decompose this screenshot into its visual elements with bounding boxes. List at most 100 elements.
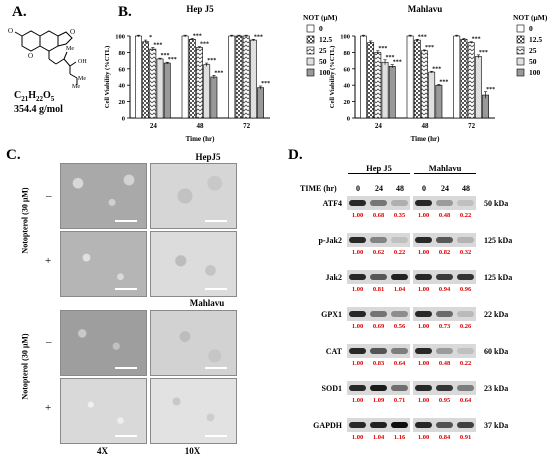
- blot-band: [370, 200, 387, 206]
- legend-title: NOT (μM): [513, 13, 548, 22]
- blot-row-label: ATF4: [322, 199, 342, 208]
- band-quantification: 1.00: [417, 212, 430, 219]
- scale-bar: [205, 435, 227, 437]
- blot-band: [436, 274, 453, 280]
- blot-band: [457, 274, 474, 280]
- blot-row-label: p-Jak2: [318, 236, 342, 245]
- significance-mark: ***: [425, 45, 434, 51]
- chart-title: Mahlavu: [408, 4, 443, 14]
- time-label: TIME (hr): [300, 184, 337, 193]
- bar: [460, 38, 468, 119]
- y-tick-label: 80: [119, 50, 126, 57]
- blot-band: [349, 237, 366, 243]
- band-quantification: 0.35: [393, 212, 406, 219]
- chart-title: Hep J5: [186, 4, 214, 14]
- x-tick-label: 72: [243, 122, 251, 130]
- treatment-label-hepj5: Notopterol (30 μM): [20, 187, 30, 254]
- band-quantification: 0.84: [438, 434, 451, 441]
- legend-label: 100: [319, 68, 331, 77]
- legend-swatch: [516, 24, 525, 33]
- blot-band: [436, 385, 453, 391]
- bar: [421, 50, 428, 119]
- legend-label: 50: [319, 57, 327, 66]
- atom-o-ring: O: [28, 52, 33, 60]
- bar: [360, 35, 367, 119]
- band-quantification: 0.26: [459, 323, 472, 330]
- blot-band: [415, 200, 432, 206]
- atom-me-1: Me: [66, 46, 74, 52]
- significance-mark: ***: [261, 81, 270, 87]
- bar: [413, 39, 421, 119]
- atom-oh: OH: [78, 59, 87, 65]
- micrograph-mahlavu-notopterol-4x: [60, 378, 147, 444]
- scale-bar: [205, 288, 227, 290]
- cell-line-hepj5: Hep J5: [348, 163, 410, 174]
- panel-d-letter: D.: [288, 147, 303, 163]
- blot-band: [415, 237, 432, 243]
- blot-band: [415, 422, 432, 428]
- blot-band: [391, 274, 408, 280]
- blot-band: [391, 200, 408, 206]
- band-quantification: 1.00: [417, 397, 430, 404]
- molecular-weight-marker: 60 kDa: [484, 347, 509, 356]
- blot-band: [391, 311, 408, 317]
- legend-swatch: [306, 68, 315, 77]
- minus-sign-mahlavu: –: [46, 336, 52, 348]
- blot-band: [457, 200, 474, 206]
- band-quantification: 1.00: [351, 397, 364, 404]
- legend-swatch: [516, 35, 525, 44]
- bar: [149, 48, 157, 119]
- legend-title: NOT (μM): [303, 13, 338, 22]
- blot-row-label: Jak2: [325, 273, 342, 282]
- blot-band: [457, 422, 474, 428]
- y-tick-label: 20: [344, 99, 351, 106]
- bar: [156, 58, 164, 119]
- band-quantification: 0.95: [438, 397, 451, 404]
- bar: [428, 71, 436, 119]
- blot-row-label: GAPDH: [313, 421, 342, 430]
- micrograph-hepj5-notopterol-10x: [150, 231, 237, 297]
- plus-sign-mahlavu: +: [45, 402, 52, 414]
- micrograph-mahlavu-control-10x: [150, 310, 237, 376]
- cell-line-mahlavu: Mahlavu: [414, 163, 476, 174]
- band-quantification: 0.22: [459, 360, 472, 367]
- bar: [367, 42, 375, 119]
- band-quantification: 1.00: [417, 434, 430, 441]
- molecular-weight-marker: 22 kDa: [484, 310, 509, 319]
- blot-row-label: SOD1: [321, 384, 342, 393]
- bar: [163, 62, 171, 119]
- micro-title-mahlavu: Mahlavu: [189, 298, 225, 308]
- significance-mark: ***: [432, 66, 441, 72]
- band-quantification: 1.00: [351, 323, 364, 330]
- blot-row-label: CAT: [325, 347, 342, 356]
- blot-band: [370, 385, 387, 391]
- blot-band: [391, 422, 408, 428]
- blot-row-label: GPX1: [321, 310, 342, 319]
- band-quantification: 0.22: [393, 249, 406, 256]
- legend-label: 25: [529, 46, 537, 55]
- band-quantification: 0.32: [459, 249, 472, 256]
- bar: [474, 56, 482, 119]
- band-quantification: 1.04: [372, 434, 385, 441]
- legend-label: 0: [319, 24, 323, 33]
- time-hep-24: 24: [375, 184, 383, 193]
- significance-mark: ***: [153, 42, 162, 48]
- band-quantification: 0.62: [372, 249, 385, 256]
- band-quantification: 0.91: [459, 434, 472, 441]
- blot-band: [370, 348, 387, 354]
- x-tick-label: 48: [422, 122, 430, 130]
- scale-bar: [115, 220, 137, 222]
- bar: [210, 76, 218, 119]
- legend-label: 12.5: [319, 35, 332, 44]
- blot-band: [436, 422, 453, 428]
- y-tick-label: 40: [119, 83, 126, 90]
- bar: [406, 35, 414, 119]
- bar: [142, 41, 150, 119]
- time-mah-48: 48: [462, 184, 470, 193]
- time-mah-24: 24: [441, 184, 449, 193]
- scale-bar: [115, 288, 137, 290]
- atom-me-3: Me: [72, 84, 80, 89]
- band-quantification: 0.94: [438, 286, 451, 293]
- atom-me-2: Me: [78, 76, 86, 82]
